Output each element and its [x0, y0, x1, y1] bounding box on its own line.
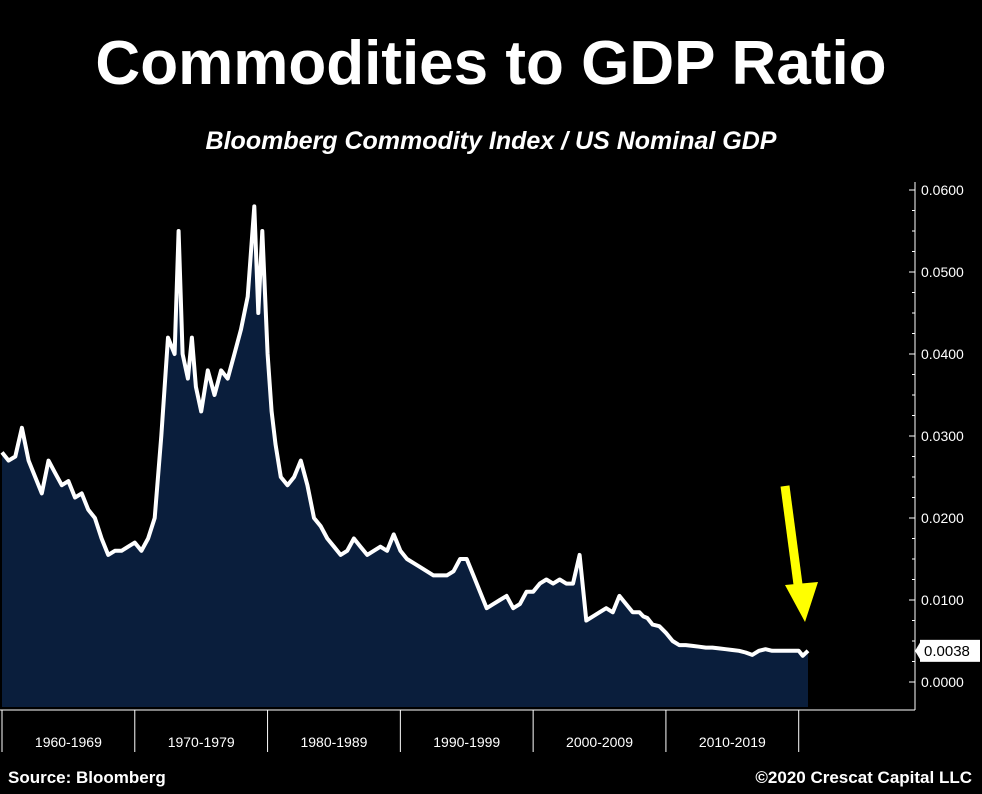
y-tick-label: 0.0500	[921, 264, 964, 280]
y-tick-label: 0.0300	[921, 428, 964, 444]
series-line	[0, 204, 810, 658]
y-tick-label: 0.0200	[921, 510, 964, 526]
x-tick-label: 1970-1979	[168, 734, 235, 750]
y-tick-label: 0.0100	[921, 592, 964, 608]
x-tick-label: 2000-2009	[566, 734, 633, 750]
copyright-note: ©2020 Crescat Capital LLC	[755, 768, 972, 787]
last-value-label: 0.0038	[924, 643, 970, 660]
series-area	[2, 206, 808, 707]
x-tick-label: 1990-1999	[433, 734, 500, 750]
last-value-box	[920, 639, 980, 662]
y-tick-label: 0.0600	[921, 182, 964, 198]
y-tick-label: 0.0000	[921, 674, 964, 690]
source-note: Source: Bloomberg	[8, 768, 166, 787]
y-tick-label: 0.0400	[921, 346, 964, 362]
chart-title: Commodities to GDP Ratio	[95, 29, 887, 98]
last-value-pointer	[915, 640, 921, 661]
x-tick-label: 1980-1989	[300, 734, 367, 750]
x-tick-label: 1960-1969	[35, 734, 102, 750]
arrow-annotation	[780, 485, 818, 622]
chart-subtitle: Bloomberg Commodity Index / US Nominal G…	[205, 127, 777, 155]
x-tick-label: 2010-2019	[699, 734, 766, 750]
